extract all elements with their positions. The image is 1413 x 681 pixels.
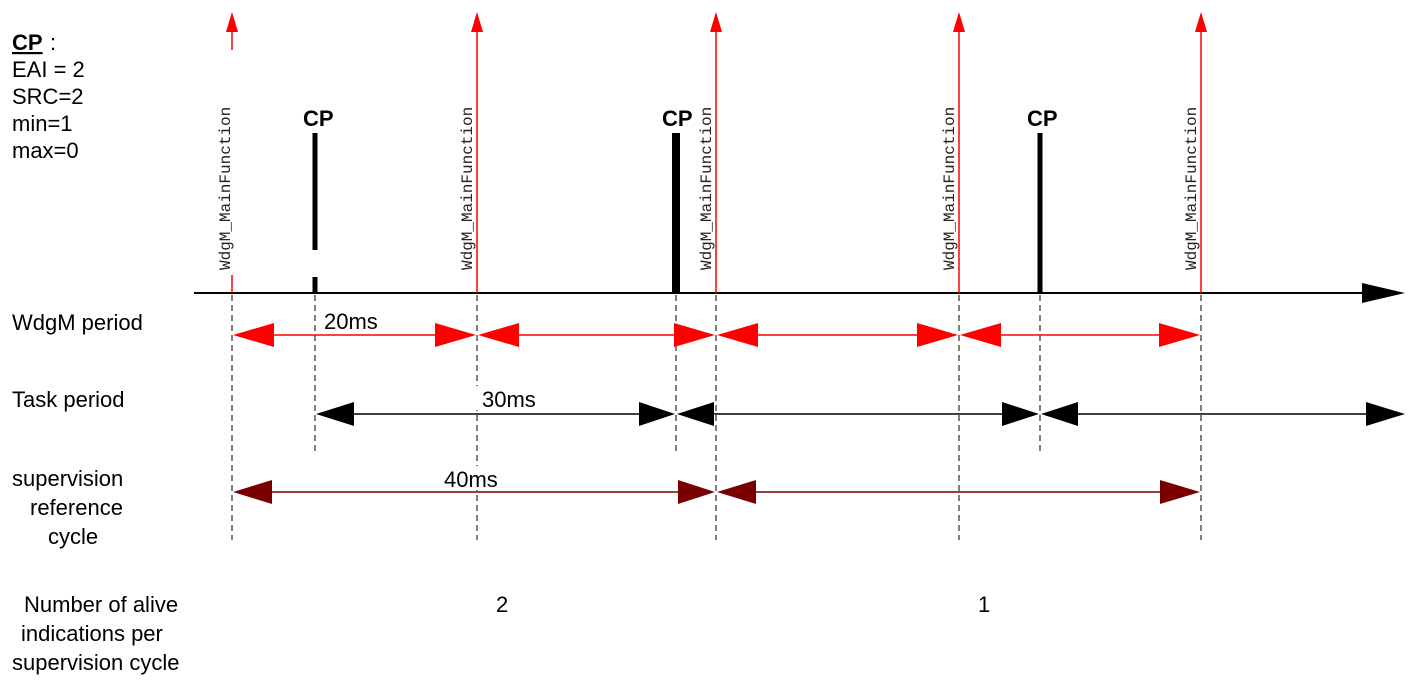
alive-count-cycle-1: 2 xyxy=(496,592,508,617)
task-duration-label: 30ms xyxy=(482,387,536,412)
legend: CP : EAI = 2 SRC=2 min=1 max=0 xyxy=(12,30,85,163)
main-function-label: WdgM_MainFunction xyxy=(217,107,235,270)
legend-title: CP xyxy=(12,30,43,55)
guide-lines xyxy=(231,295,1202,540)
checkpoint-3: CP xyxy=(1027,106,1058,293)
checkpoint-1: CP xyxy=(303,106,334,293)
main-function-arrow-2: WdgM_MainFunction xyxy=(456,12,483,293)
legend-src: SRC=2 xyxy=(12,84,84,109)
alive-label-line-1: Number of alive xyxy=(24,592,178,617)
main-function-arrows: WdgM_MainFunction WdgM_MainFunction WdgM… xyxy=(210,12,1207,293)
checkpoint-2: CP xyxy=(662,106,693,293)
main-function-arrow-4: WdgM_MainFunction xyxy=(938,12,965,293)
supervision-duration-label: 40ms xyxy=(444,467,498,492)
wdgm-period-label: WdgM period xyxy=(12,310,143,335)
supervision-cycle-arrows: 40ms xyxy=(233,466,1200,504)
wdgm-period-arrow xyxy=(233,323,476,347)
main-function-label: WdgM_MainFunction xyxy=(459,107,477,270)
supervision-label-line-3: cycle xyxy=(48,524,98,549)
time-axis-arrowhead xyxy=(1362,283,1405,303)
main-function-label: WdgM_MainFunction xyxy=(941,107,959,270)
wdgm-period-arrows: 20ms xyxy=(233,308,1200,347)
legend-min: min=1 xyxy=(12,111,73,136)
main-function-arrow-5: WdgM_MainFunction xyxy=(1180,12,1207,293)
main-function-label: WdgM_MainFunction xyxy=(698,107,716,270)
alive-label-line-2: indications per xyxy=(21,621,163,646)
wdgm-duration-label: 20ms xyxy=(324,309,378,334)
supervision-cycle-arrow xyxy=(717,480,1200,504)
task-period-arrow xyxy=(1041,402,1405,426)
supervision-label-line-1: supervision xyxy=(12,466,123,491)
task-period-arrows: 30ms xyxy=(316,386,1405,426)
wdgm-period-arrow xyxy=(960,323,1200,347)
task-period-arrow xyxy=(677,402,1039,426)
supervision-label-line-2: reference xyxy=(30,495,123,520)
alive-counts: 2 1 xyxy=(496,592,990,617)
main-function-arrow-1: WdgM_MainFunction xyxy=(210,12,238,293)
alive-label-line-3: supervision cycle xyxy=(12,650,180,675)
legend-max: max=0 xyxy=(12,138,79,163)
time-axis xyxy=(194,283,1405,303)
supervision-cycle-arrow xyxy=(233,480,715,504)
legend-eai: EAI = 2 xyxy=(12,57,85,82)
alive-count-cycle-2: 1 xyxy=(978,592,990,617)
task-period-arrow xyxy=(316,402,675,426)
checkpoint-label: CP xyxy=(662,106,693,131)
checkpoint-label: CP xyxy=(303,106,334,131)
checkpoints: CP CP CP xyxy=(303,106,1058,293)
wdgm-period-arrow xyxy=(717,323,958,347)
legend-colon: : xyxy=(50,30,56,55)
main-function-label: WdgM_MainFunction xyxy=(1183,107,1201,270)
task-period-label: Task period xyxy=(12,387,125,412)
row-labels: WdgM period Task period supervision refe… xyxy=(12,310,180,675)
checkpoint-label: CP xyxy=(1027,106,1058,131)
wdgm-period-arrow xyxy=(478,323,715,347)
main-function-arrow-3: WdgM_MainFunction xyxy=(695,12,722,293)
